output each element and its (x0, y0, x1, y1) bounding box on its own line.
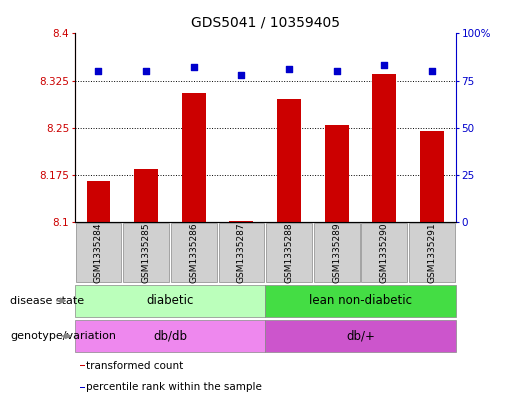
Point (285, 66, 293, 72)
Bar (266, 223, 312, 282)
Text: GSM1335288: GSM1335288 (285, 222, 294, 283)
Point (237, 72, 246, 78)
Bar (123, 223, 169, 282)
Bar (171, 223, 217, 282)
Text: db/+: db/+ (346, 329, 375, 343)
Bar (87, 181, 110, 222)
Text: percentile rank within the sample: percentile rank within the sample (87, 382, 262, 392)
Bar (265, 320, 456, 352)
Text: diabetic: diabetic (146, 294, 194, 307)
Text: genotype/variation: genotype/variation (10, 331, 116, 341)
Bar (75, 285, 265, 316)
Bar (420, 131, 444, 222)
Text: transformed count: transformed count (87, 361, 183, 371)
Text: db/db: db/db (153, 329, 187, 343)
Bar (314, 223, 359, 282)
Text: GSM1335287: GSM1335287 (237, 222, 246, 283)
Bar (134, 169, 158, 222)
Bar (182, 93, 205, 222)
Text: GSM1335285: GSM1335285 (142, 222, 150, 283)
Point (94, 68, 102, 74)
Text: GSM1335291: GSM1335291 (427, 222, 436, 283)
Bar (362, 223, 407, 282)
Point (142, 68, 150, 74)
Text: disease state: disease state (10, 296, 84, 306)
Point (380, 62, 388, 69)
Point (428, 68, 436, 74)
Text: GSM1335290: GSM1335290 (380, 222, 389, 283)
Bar (76, 223, 122, 282)
Text: GSM1335286: GSM1335286 (190, 222, 198, 283)
Text: GSM1335289: GSM1335289 (332, 222, 341, 283)
Bar (265, 285, 456, 316)
Bar (409, 223, 455, 282)
Bar (218, 223, 264, 282)
Bar (80, 387, 85, 388)
Bar (230, 221, 253, 222)
Text: GSM1335284: GSM1335284 (94, 222, 103, 283)
Title: GDS5041 / 10359405: GDS5041 / 10359405 (191, 15, 340, 29)
Bar (75, 320, 265, 352)
Point (190, 64, 198, 70)
Text: lean non-diabetic: lean non-diabetic (309, 294, 412, 307)
Point (333, 68, 341, 74)
Bar (80, 365, 85, 366)
Bar (325, 125, 349, 222)
Bar (372, 74, 396, 222)
Bar (277, 99, 301, 222)
